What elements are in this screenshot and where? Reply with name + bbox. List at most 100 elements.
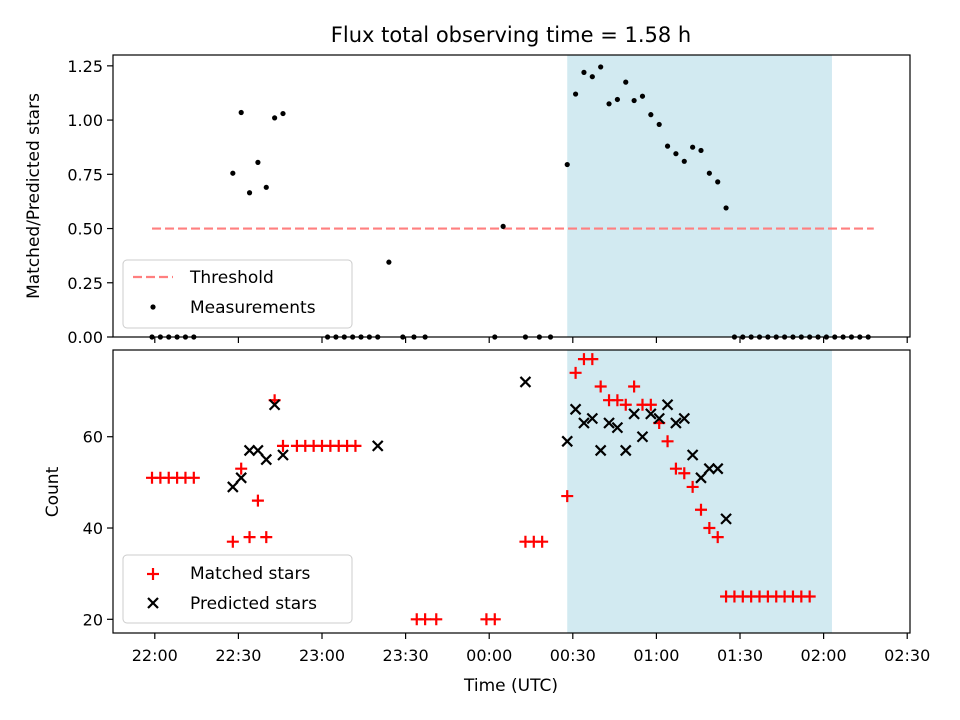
predicted-star-point <box>670 417 682 429</box>
matched-star-point <box>678 467 691 480</box>
top-y-tick-label: 0.50 <box>67 220 103 239</box>
measurement-point <box>280 110 286 117</box>
matched-star-point <box>611 394 624 407</box>
predicted-star-point <box>519 376 532 388</box>
measurement-point <box>723 205 729 211</box>
measurement-point <box>681 158 687 164</box>
measurement-point <box>715 179 721 185</box>
predicted-star-point <box>260 453 273 466</box>
measurement-point <box>246 190 253 196</box>
predicted-star-point <box>619 444 632 457</box>
predicted-star-point <box>628 408 640 420</box>
x-tick-label: 00:00 <box>466 646 512 665</box>
top-y-tick-label: 0.00 <box>67 328 103 347</box>
legend-matched-label: Matched stars <box>190 564 310 584</box>
top-y-tick-label: 0.25 <box>67 274 103 293</box>
matched-star-point <box>686 480 699 493</box>
top-y-tick-label: 1.00 <box>67 111 103 130</box>
bottom-panel: 20 40 60 22:00 22:30 23:00 23:30 00:00 00:30 01:… <box>43 349 930 696</box>
measurement-point <box>589 74 595 80</box>
bottom-shaded-span <box>567 350 832 633</box>
measurement-point <box>263 184 269 190</box>
top-y-tick-label: 1.25 <box>67 57 103 76</box>
x-tick-label: 23:00 <box>299 646 345 665</box>
measurement-point <box>255 159 261 165</box>
predicted-star-point <box>703 462 716 475</box>
predicted-star-point <box>227 481 239 493</box>
measurement-point <box>564 161 570 168</box>
matched-star-point <box>661 435 674 448</box>
measurement-point <box>606 101 612 107</box>
x-tick-label: 23:30 <box>383 646 429 665</box>
x-axis-label: Time (UTC) <box>463 676 558 696</box>
matched-star-point <box>586 353 599 366</box>
measurement-point <box>272 115 278 121</box>
predicted-star-point <box>578 417 590 429</box>
measurement-point <box>500 223 506 229</box>
top-y-axis-label: Matched/Predicted stars <box>24 93 44 299</box>
x-tick-label: 01:30 <box>717 646 763 665</box>
matched-star-point <box>226 535 239 548</box>
predicted-star-point <box>586 412 599 425</box>
predicted-star-point <box>252 444 264 457</box>
matched-star-point <box>711 531 724 544</box>
matched-star-point <box>260 531 273 544</box>
matched-star-point <box>430 613 443 626</box>
measurement-point <box>673 151 679 157</box>
measurement-point <box>706 170 712 176</box>
matched-star-point <box>669 462 682 475</box>
predicted-star-point <box>653 412 665 425</box>
chart-title: Flux total observing time = 1.58 h <box>331 23 691 47</box>
measurement-point <box>698 147 704 154</box>
legend-matched-swatch <box>147 568 159 580</box>
measurement-point <box>623 79 629 85</box>
predicted-star-point <box>711 462 724 475</box>
matched-star-point <box>235 462 248 475</box>
measurement-point <box>581 69 587 75</box>
matched-star-point <box>703 522 716 535</box>
measurement-point <box>386 259 392 265</box>
predicted-star-point <box>636 430 649 443</box>
legend-measurements-label: Measurements <box>190 298 316 318</box>
predicted-star-point <box>686 449 699 461</box>
bottom-y-tick-label: 60 <box>83 428 103 447</box>
bottom-plot-frame <box>112 349 911 634</box>
bottom-y-tick-label: 20 <box>83 610 103 629</box>
measurement-point <box>690 144 696 150</box>
bottom-y-tick-label: 40 <box>83 519 103 538</box>
matched-star-point <box>419 613 432 626</box>
matched-star-point <box>803 590 816 603</box>
x-tick-label: 01:00 <box>633 646 679 665</box>
predicted-star-point <box>695 472 707 484</box>
predicted-star-point <box>268 398 281 411</box>
measurement-point <box>656 121 662 128</box>
matched-star-point <box>187 471 200 484</box>
measurement-point <box>664 143 671 149</box>
measurement-point <box>598 64 604 70</box>
x-tick-label: 02:30 <box>884 646 930 665</box>
legend-threshold-label: Threshold <box>189 268 274 288</box>
predicted-star-point <box>611 421 624 434</box>
matched-star-point <box>628 380 641 393</box>
predicted-star-point <box>235 472 247 484</box>
top-plot-frame <box>112 54 911 338</box>
bottom-legend: Matched stars Predicted stars <box>122 554 353 624</box>
measurement-point <box>572 91 579 97</box>
predicted-star-point <box>645 408 657 420</box>
predicted-star-point <box>371 440 384 452</box>
matched-star-point <box>594 380 607 393</box>
matched-star-point <box>694 503 707 516</box>
predicted-star-point <box>561 435 574 448</box>
top-panel: 0.00 0.25 0.50 0.75 1.00 1.25 Matched/Predict… <box>24 54 911 347</box>
legend-predicted-label: Predicted stars <box>190 594 317 614</box>
predicted-star-point <box>594 444 607 457</box>
matched-star-point <box>619 398 632 411</box>
measurement-point <box>614 96 620 103</box>
predicted-star-point <box>277 449 289 461</box>
x-tick-label: 22:00 <box>132 646 178 665</box>
matched-star-point <box>569 366 582 379</box>
predicted-star-point <box>569 403 582 416</box>
measurement-point <box>648 112 654 118</box>
measurement-point <box>639 93 646 99</box>
